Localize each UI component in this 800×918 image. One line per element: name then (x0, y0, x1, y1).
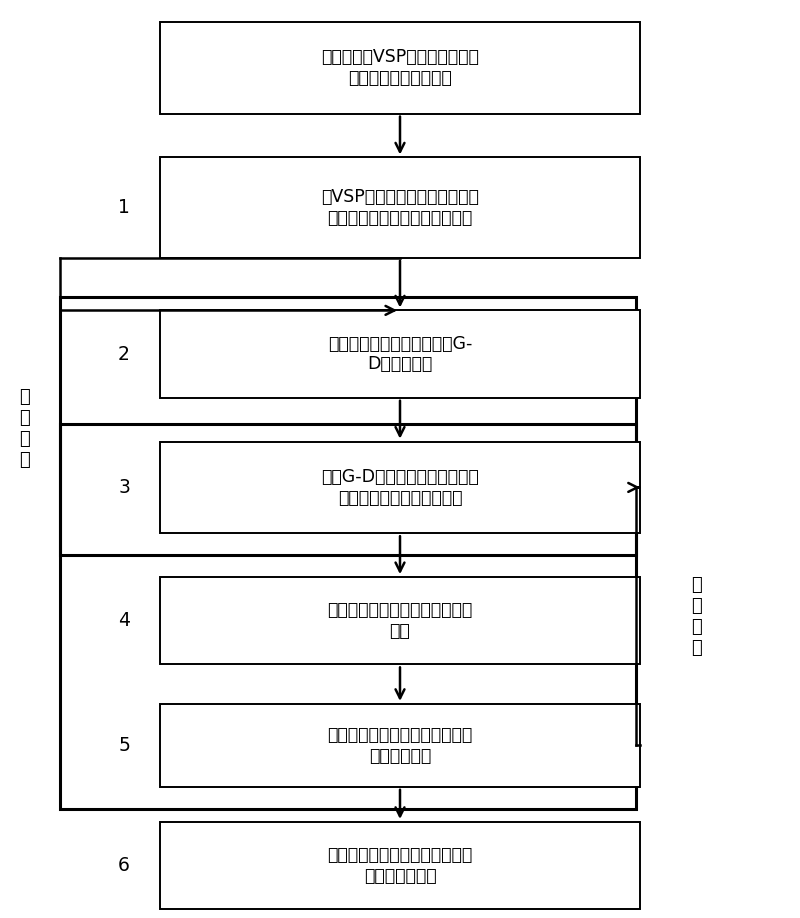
Text: 频
率
循
环: 频 率 循 环 (18, 388, 30, 468)
Text: 对延拓得到的上下行波标架系数
进行空间重构: 对延拓得到的上下行波标架系数 进行空间重构 (327, 726, 473, 765)
Text: 6: 6 (118, 856, 130, 875)
Bar (60, 297, 636, 555)
Text: 深
度
循
环: 深 度 循 环 (690, 577, 702, 656)
Text: 3: 3 (118, 478, 130, 497)
Bar (160, 822, 640, 909)
Bar (160, 157, 640, 258)
Bar (160, 310, 640, 397)
Text: 数据准备：VSP上行波波场，震
源初始波场，速度模型: 数据准备：VSP上行波波场，震 源初始波场，速度模型 (321, 49, 479, 87)
Text: 基于G-D紧标架的局域化相空间
波场延拓算子的计算，存储: 基于G-D紧标架的局域化相空间 波场延拓算子的计算，存储 (321, 468, 479, 507)
Text: 1: 1 (118, 198, 130, 218)
Text: 对VSP上行波场，震源波场（下
行初始波场）做时间傅里叶变换: 对VSP上行波场，震源波场（下 行初始波场）做时间傅里叶变换 (321, 188, 479, 227)
Bar (160, 704, 640, 787)
Text: 采用基于局部平面假设的相关成
像条件进行成像: 采用基于局部平面假设的相关成 像条件进行成像 (327, 846, 473, 885)
Text: 4: 4 (118, 611, 130, 631)
Text: 5: 5 (118, 736, 130, 755)
Bar (60, 424, 636, 809)
Text: 频率域上下行波波场的空间G-
D紧标架分解: 频率域上下行波波场的空间G- D紧标架分解 (328, 335, 472, 374)
Text: 2: 2 (118, 344, 130, 364)
Bar (160, 22, 640, 114)
Bar (160, 577, 640, 665)
Text: 对上下行波波场在深度方向进行
延拓: 对上下行波波场在深度方向进行 延拓 (327, 601, 473, 640)
Bar (160, 442, 640, 533)
